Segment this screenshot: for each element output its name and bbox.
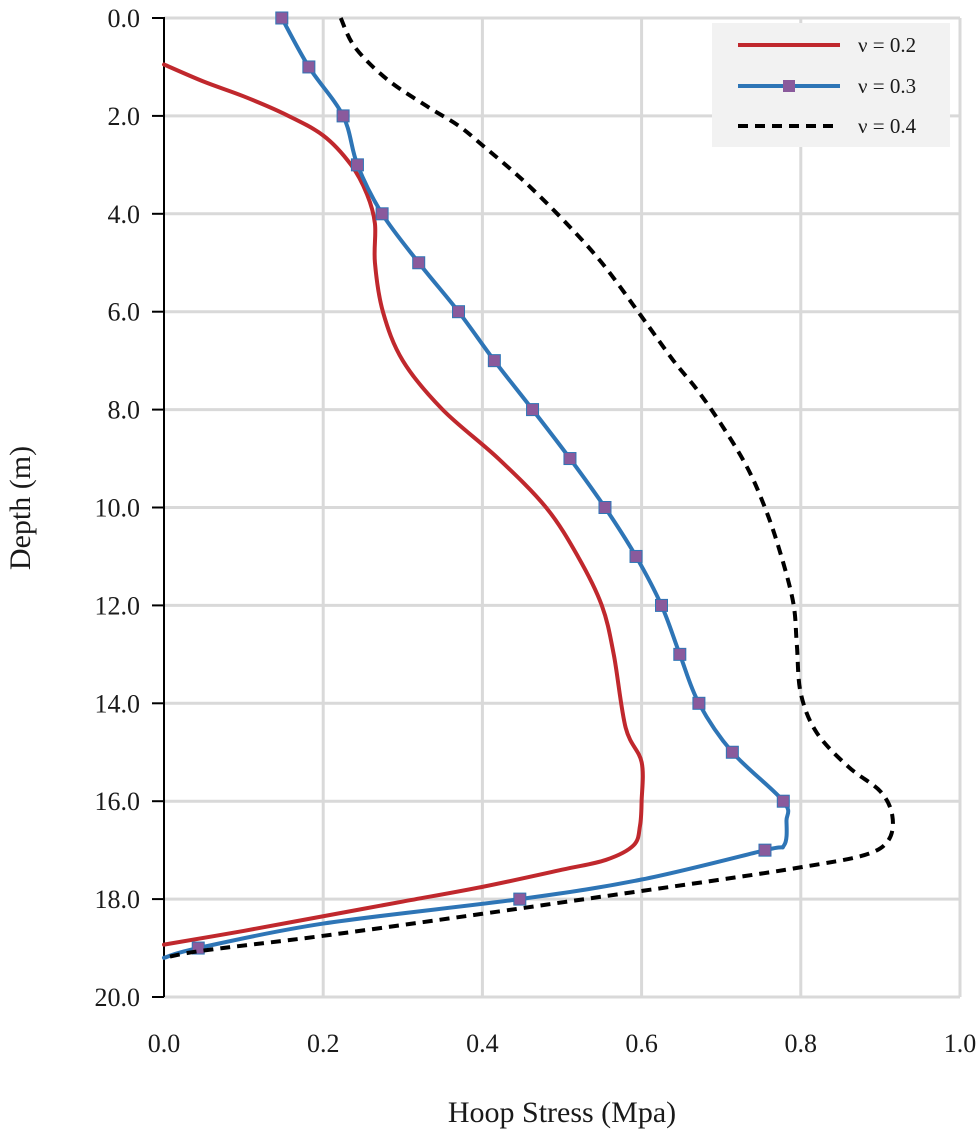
data-point: [725, 745, 739, 759]
y-tick-label: 10.0: [95, 494, 141, 523]
y-tick-label: 20.0: [95, 983, 141, 1012]
grid: [164, 16, 962, 999]
y-tick-label: 16.0: [95, 787, 141, 816]
data-point: [673, 647, 687, 661]
y-tick-label: 18.0: [95, 885, 141, 914]
data-point: [513, 892, 527, 906]
data-point: [487, 354, 501, 368]
legend-marker-1: [783, 80, 795, 92]
legend: ν = 0.2 ν = 0.3 ν = 0.4: [712, 23, 950, 147]
data-point: [350, 158, 364, 172]
x-axis-title: Hoop Stress (Mpa): [448, 1096, 676, 1129]
data-point: [692, 696, 706, 710]
x-tick-label: 1.0: [944, 1029, 977, 1058]
legend-label-2: ν = 0.4: [858, 114, 917, 138]
y-tick-label: 4.0: [108, 200, 141, 229]
y-tick-label: 12.0: [95, 591, 141, 620]
y-tick-label: 2.0: [108, 102, 141, 131]
data-point: [629, 549, 643, 563]
series-line-2: [163, 17, 895, 960]
data-point: [412, 256, 426, 270]
data-point: [375, 207, 389, 221]
data-point: [598, 501, 612, 514]
y-tick-label: 6.0: [108, 298, 141, 327]
x-tick-label: 0.6: [625, 1029, 658, 1058]
y-tick-label: 8.0: [108, 396, 141, 425]
axes: [152, 17, 165, 998]
series-layer: [162, 11, 895, 960]
data-point: [526, 403, 540, 417]
data-point: [302, 60, 316, 74]
legend-label-0: ν = 0.2: [858, 33, 916, 57]
data-point: [655, 598, 668, 612]
x-tick-label: 0.2: [307, 1029, 340, 1058]
x-tick-label: 0.8: [785, 1029, 818, 1058]
x-tick-label: 0.0: [148, 1029, 181, 1058]
data-point: [563, 452, 577, 466]
y-axis-title: Depth (m): [4, 446, 37, 570]
series-line-0: [162, 62, 645, 947]
legend-label-1: ν = 0.3: [858, 74, 916, 98]
series-line-1: [162, 16, 791, 960]
y-tick-label: 14.0: [95, 689, 141, 718]
data-point: [336, 109, 350, 123]
y-tick-label: 0.0: [108, 4, 141, 33]
data-point: [275, 11, 289, 25]
data-point: [758, 843, 772, 857]
tick-labels: 0.0 0.2 0.4 0.6 0.8 1.0 0.0 2.0 4.0 6.0 8.0 10.0 12.…: [95, 4, 977, 1058]
data-point: [452, 305, 466, 319]
x-tick-label: 0.4: [466, 1029, 499, 1058]
data-point: [776, 794, 790, 808]
